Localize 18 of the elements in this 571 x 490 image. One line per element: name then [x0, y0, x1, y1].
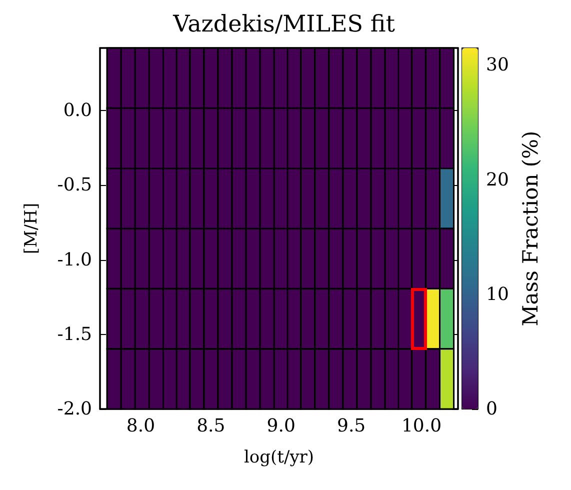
y-tick-label: -1.5	[57, 324, 92, 345]
y-tick-label: -0.5	[57, 174, 92, 196]
y-tick-label: -2.0	[57, 398, 92, 420]
color-bar-label: 0	[486, 398, 498, 420]
y-tick-label: 0.0	[63, 100, 92, 122]
x-tick-label: 8.5	[196, 416, 226, 436]
x-axis-title: log(t/yr)	[244, 448, 314, 468]
x-tick-label: 10.0	[401, 416, 442, 436]
x-tick-label: 9.5	[336, 416, 366, 436]
x-tick-label: 9.0	[266, 416, 296, 436]
color-bar-label: 10	[486, 284, 509, 305]
x-tick-label: 8.0	[126, 416, 156, 436]
y-axis-title: [M/H]	[22, 202, 42, 254]
color-bar-label: 30	[486, 54, 509, 76]
y-tick-label: -1.0	[57, 249, 92, 270]
color-bar-label: 20	[486, 169, 509, 190]
color-bar-title: Mass Fraction (%)	[518, 130, 542, 326]
chart-title: Vazdekis/MILES fit	[172, 12, 396, 38]
